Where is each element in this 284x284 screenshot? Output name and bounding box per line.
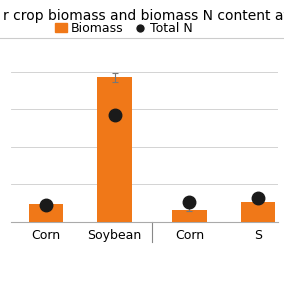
Bar <box>97 77 132 222</box>
Legend: Biomass, Total N: Biomass, Total N <box>49 17 197 40</box>
Bar <box>172 210 206 222</box>
Bar <box>241 202 275 222</box>
Text: r crop biomass and biomass N content at N: r crop biomass and biomass N content at … <box>3 9 284 22</box>
Bar <box>29 204 63 222</box>
